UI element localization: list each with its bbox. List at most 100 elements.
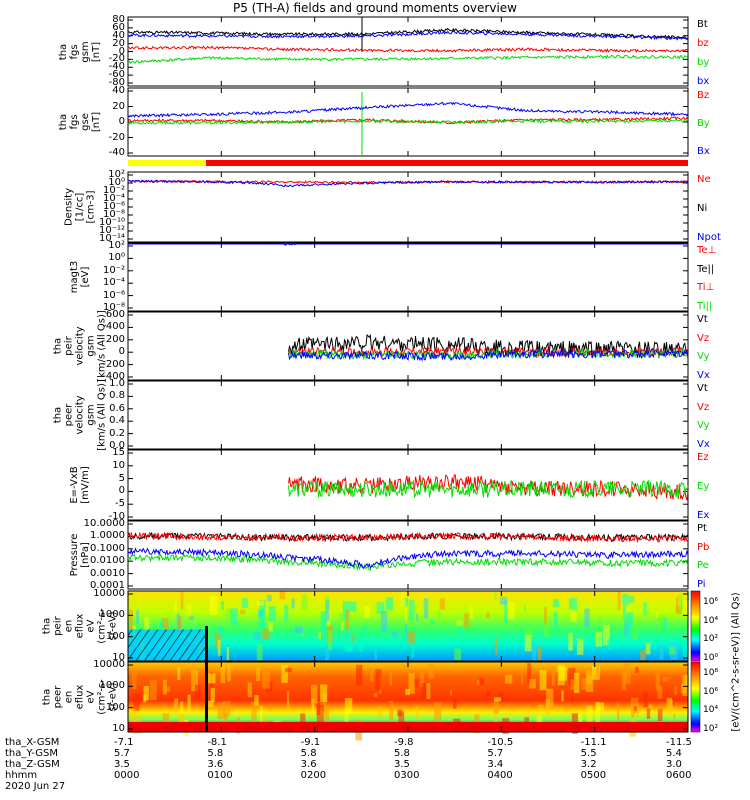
ion_spectrogram-ytick-label: 10000 <box>93 588 125 599</box>
ion_spectrogram-texture-patch <box>218 626 221 636</box>
colorbar-tick: 10² <box>703 724 719 734</box>
footer-row-label: hhmm <box>5 770 38 781</box>
colorbar-strip <box>690 590 701 662</box>
electron_spectrogram-texture-patch <box>545 699 550 715</box>
legend-density-2: Npot <box>697 232 721 243</box>
ion_spectrogram-texture-patch <box>617 591 621 611</box>
ion_spectrogram-texture-patch <box>262 628 269 640</box>
ion_spectrogram-texture-patch <box>494 637 498 655</box>
electron_spectrogram-texture-patch <box>527 663 531 685</box>
pressure-ytick-label: 0.1000 <box>90 542 125 554</box>
footer-value: 5.4 <box>666 748 682 759</box>
legend-efield-2: Ex <box>697 510 710 521</box>
ion_spectrogram-texture-patch <box>325 649 330 668</box>
electron_velocity-ytick-label: 1.0 <box>109 378 125 389</box>
pressure-ytick-label: 0.0001 <box>90 580 125 591</box>
footer-value: 0400 <box>487 770 513 781</box>
legend-density-0: Ne <box>697 174 711 185</box>
electron_spectrogram-texture-patch <box>187 694 191 713</box>
ion_velocity-ylabel: tha peir velocity gsm [km/s (All Qs)] <box>52 310 108 382</box>
electron_spectrogram-texture-patch <box>479 677 485 686</box>
footer-value: -10.5 <box>487 737 514 748</box>
footer-value: 0500 <box>580 770 607 781</box>
electron_spectrogram-texture-patch <box>421 683 426 699</box>
electron_spectrogram-gap-marker <box>205 662 208 732</box>
trace-7-Pi <box>127 547 689 569</box>
legend-efield-1: Ey <box>697 481 710 492</box>
density-ytick-label: 10⁻⁸ <box>102 209 125 220</box>
ion_spectrogram-texture-patch <box>464 613 469 628</box>
ion_spectrogram-texture-patch <box>640 649 646 666</box>
electron_velocity-ylabel: tha peer velocity gsm [km/s (All Qs)] <box>52 379 108 451</box>
ion_spectrogram-texture-patch <box>186 604 192 616</box>
electron_spectrogram-texture-patch <box>256 666 261 682</box>
legend-fgs_gse-1: By <box>697 118 710 129</box>
ion_spectrogram-texture-patch <box>656 611 659 618</box>
electron_velocity-frame <box>127 380 689 450</box>
electron_spectrogram-texture-patch <box>682 675 688 697</box>
fgs_gse-ylabel: tha fgs gse [nT] <box>58 111 102 133</box>
electron_spectrogram-texture-patch <box>551 666 555 686</box>
ion_spectrogram-texture-patch <box>568 597 577 611</box>
ion_spectrogram-texture-patch <box>129 609 133 629</box>
legend-electron_velocity-2: Vy <box>697 420 710 432</box>
ion_spectrogram-texture-patch <box>284 604 289 622</box>
electron_spectrogram-texture-patch <box>452 698 457 709</box>
legend-ion_velocity-1: Vz <box>697 332 710 344</box>
ion_spectrogram-texture-patch <box>405 624 408 642</box>
fgs_gsm-ytick-label: -60 <box>108 69 125 81</box>
electron_spectrogram-texture-patch <box>673 713 676 719</box>
footer-value: -9.1 <box>300 737 321 748</box>
pressure-ytick-label: 0.0010 <box>90 567 125 579</box>
legend-temperature-3: Ti|| <box>697 301 713 312</box>
electron_spectrogram-texture-patch <box>529 679 536 689</box>
ion_spectrogram-texture-patch <box>622 594 629 605</box>
footer-value: 3.4 <box>487 759 504 770</box>
electron_spectrogram-ytick-label: 100 <box>105 701 125 713</box>
temperature-ylabel: magt3 [eV] <box>69 260 91 294</box>
ion_spectrogram-texture-patch <box>438 610 441 621</box>
ion_spectrogram-texture-patch <box>458 628 463 635</box>
electron_spectrogram-ylabel: tha peer en eflux eV (cm²-s-sr-eV) <box>41 679 119 715</box>
trace-1-Bx <box>127 101 689 119</box>
footer-value: -9.8 <box>394 737 414 748</box>
density-ytick-label: 10⁻⁴ <box>102 193 125 204</box>
ion_spectrogram-texture-patch <box>423 598 429 619</box>
electron_spectrogram-texture-patch <box>655 673 660 691</box>
trace-2-Npot <box>127 179 689 188</box>
electron_spectrogram-texture-patch <box>505 674 513 684</box>
electron_spectrogram-texture-patch <box>208 673 216 684</box>
panel-electron_spectrogram <box>127 661 690 741</box>
density-ytick-label: 10⁻¹⁴ <box>98 233 125 244</box>
trace-0-bx <box>127 30 689 41</box>
ion_spectrogram-texture-patch <box>180 591 184 610</box>
footer-value: 5.8 <box>300 748 317 759</box>
fgs_gse-ytick-label: 40 <box>112 85 125 96</box>
legend-electron_velocity-0: Vt <box>697 383 708 394</box>
footer-value: 5.7 <box>487 748 504 759</box>
ion_spectrogram-texture-patch <box>597 617 603 626</box>
ion_spectrogram-texture-patch <box>595 631 603 647</box>
ion_spectrogram-texture-patch <box>499 596 508 605</box>
footer-value: 3.0 <box>666 759 682 770</box>
ion_velocity-ytick-label: -400 <box>102 371 125 382</box>
electron_spectrogram-texture-patch <box>191 669 198 692</box>
electron_spectrogram-texture-patch <box>539 670 547 691</box>
ion_spectrogram-texture-patch <box>362 625 366 642</box>
ion_spectrogram-texture-patch <box>161 618 169 633</box>
ion_spectrogram-texture-patch <box>439 598 446 610</box>
electron_spectrogram-texture-patch <box>555 706 563 712</box>
ion_spectrogram-texture-patch <box>295 626 303 634</box>
legend-fgs_gsm-1: bz <box>697 38 709 49</box>
electron_spectrogram-texture-patch <box>546 688 554 707</box>
fgs_gse-ytick-label: -20 <box>108 131 125 143</box>
electron_spectrogram-texture-patch <box>132 668 137 690</box>
ion_spectrogram-texture-patch <box>584 608 590 628</box>
legend-density-1: Ni <box>697 203 708 214</box>
electron_spectrogram-ytick-label: 10000 <box>93 659 125 670</box>
panel-fgs_gse <box>127 87 689 157</box>
legend-electron_velocity-3: Vx <box>697 439 710 450</box>
ion_spectrogram-texture-patch <box>380 611 388 632</box>
electron_velocity-ytick-label: 0.6 <box>109 402 125 414</box>
density-ytick-label: 10⁻² <box>102 185 125 196</box>
